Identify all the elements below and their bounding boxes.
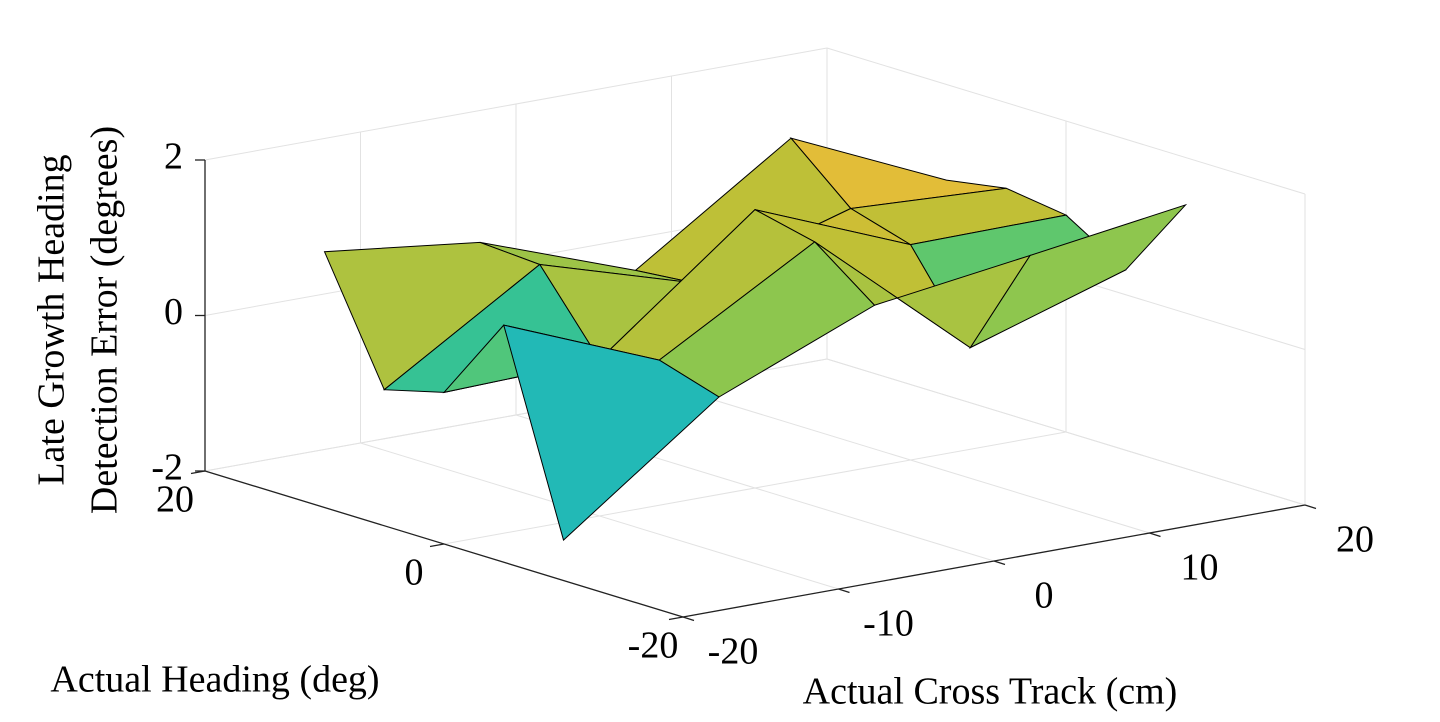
x-tick-label: 10 — [1181, 547, 1219, 589]
x-tick — [682, 616, 695, 622]
z-axis-label: Detection Error (degrees) — [84, 126, 126, 514]
y-tick-label: 0 — [405, 552, 424, 594]
surface-patch — [503, 324, 720, 541]
z-axis-label: Late Growth Heading — [31, 154, 73, 485]
x-tick-label: 0 — [1035, 575, 1054, 617]
x-tick — [838, 588, 850, 594]
surface — [323, 137, 1188, 541]
y-axis-label: Actual Heading (deg) — [50, 659, 379, 701]
x-tick — [1304, 504, 1317, 510]
x-tick — [993, 560, 1006, 566]
y-tick-label: 20 — [156, 479, 194, 521]
z-tick-label: 0 — [164, 291, 183, 333]
y-tick — [668, 616, 684, 621]
z-tick-label: -2 — [151, 447, 183, 489]
x-tick-label: 20 — [1336, 519, 1374, 561]
z-tick-label: 2 — [164, 136, 183, 178]
x-tick-label: -10 — [863, 603, 914, 645]
y-tick — [190, 470, 206, 475]
y-tick-label: -20 — [628, 625, 679, 667]
x-tick-label: -20 — [708, 631, 759, 673]
x-axis-label: Actual Cross Track (cm) — [803, 671, 1178, 713]
y-tick — [429, 543, 445, 548]
grid-line — [443, 431, 1067, 545]
x-tick — [1149, 532, 1161, 538]
